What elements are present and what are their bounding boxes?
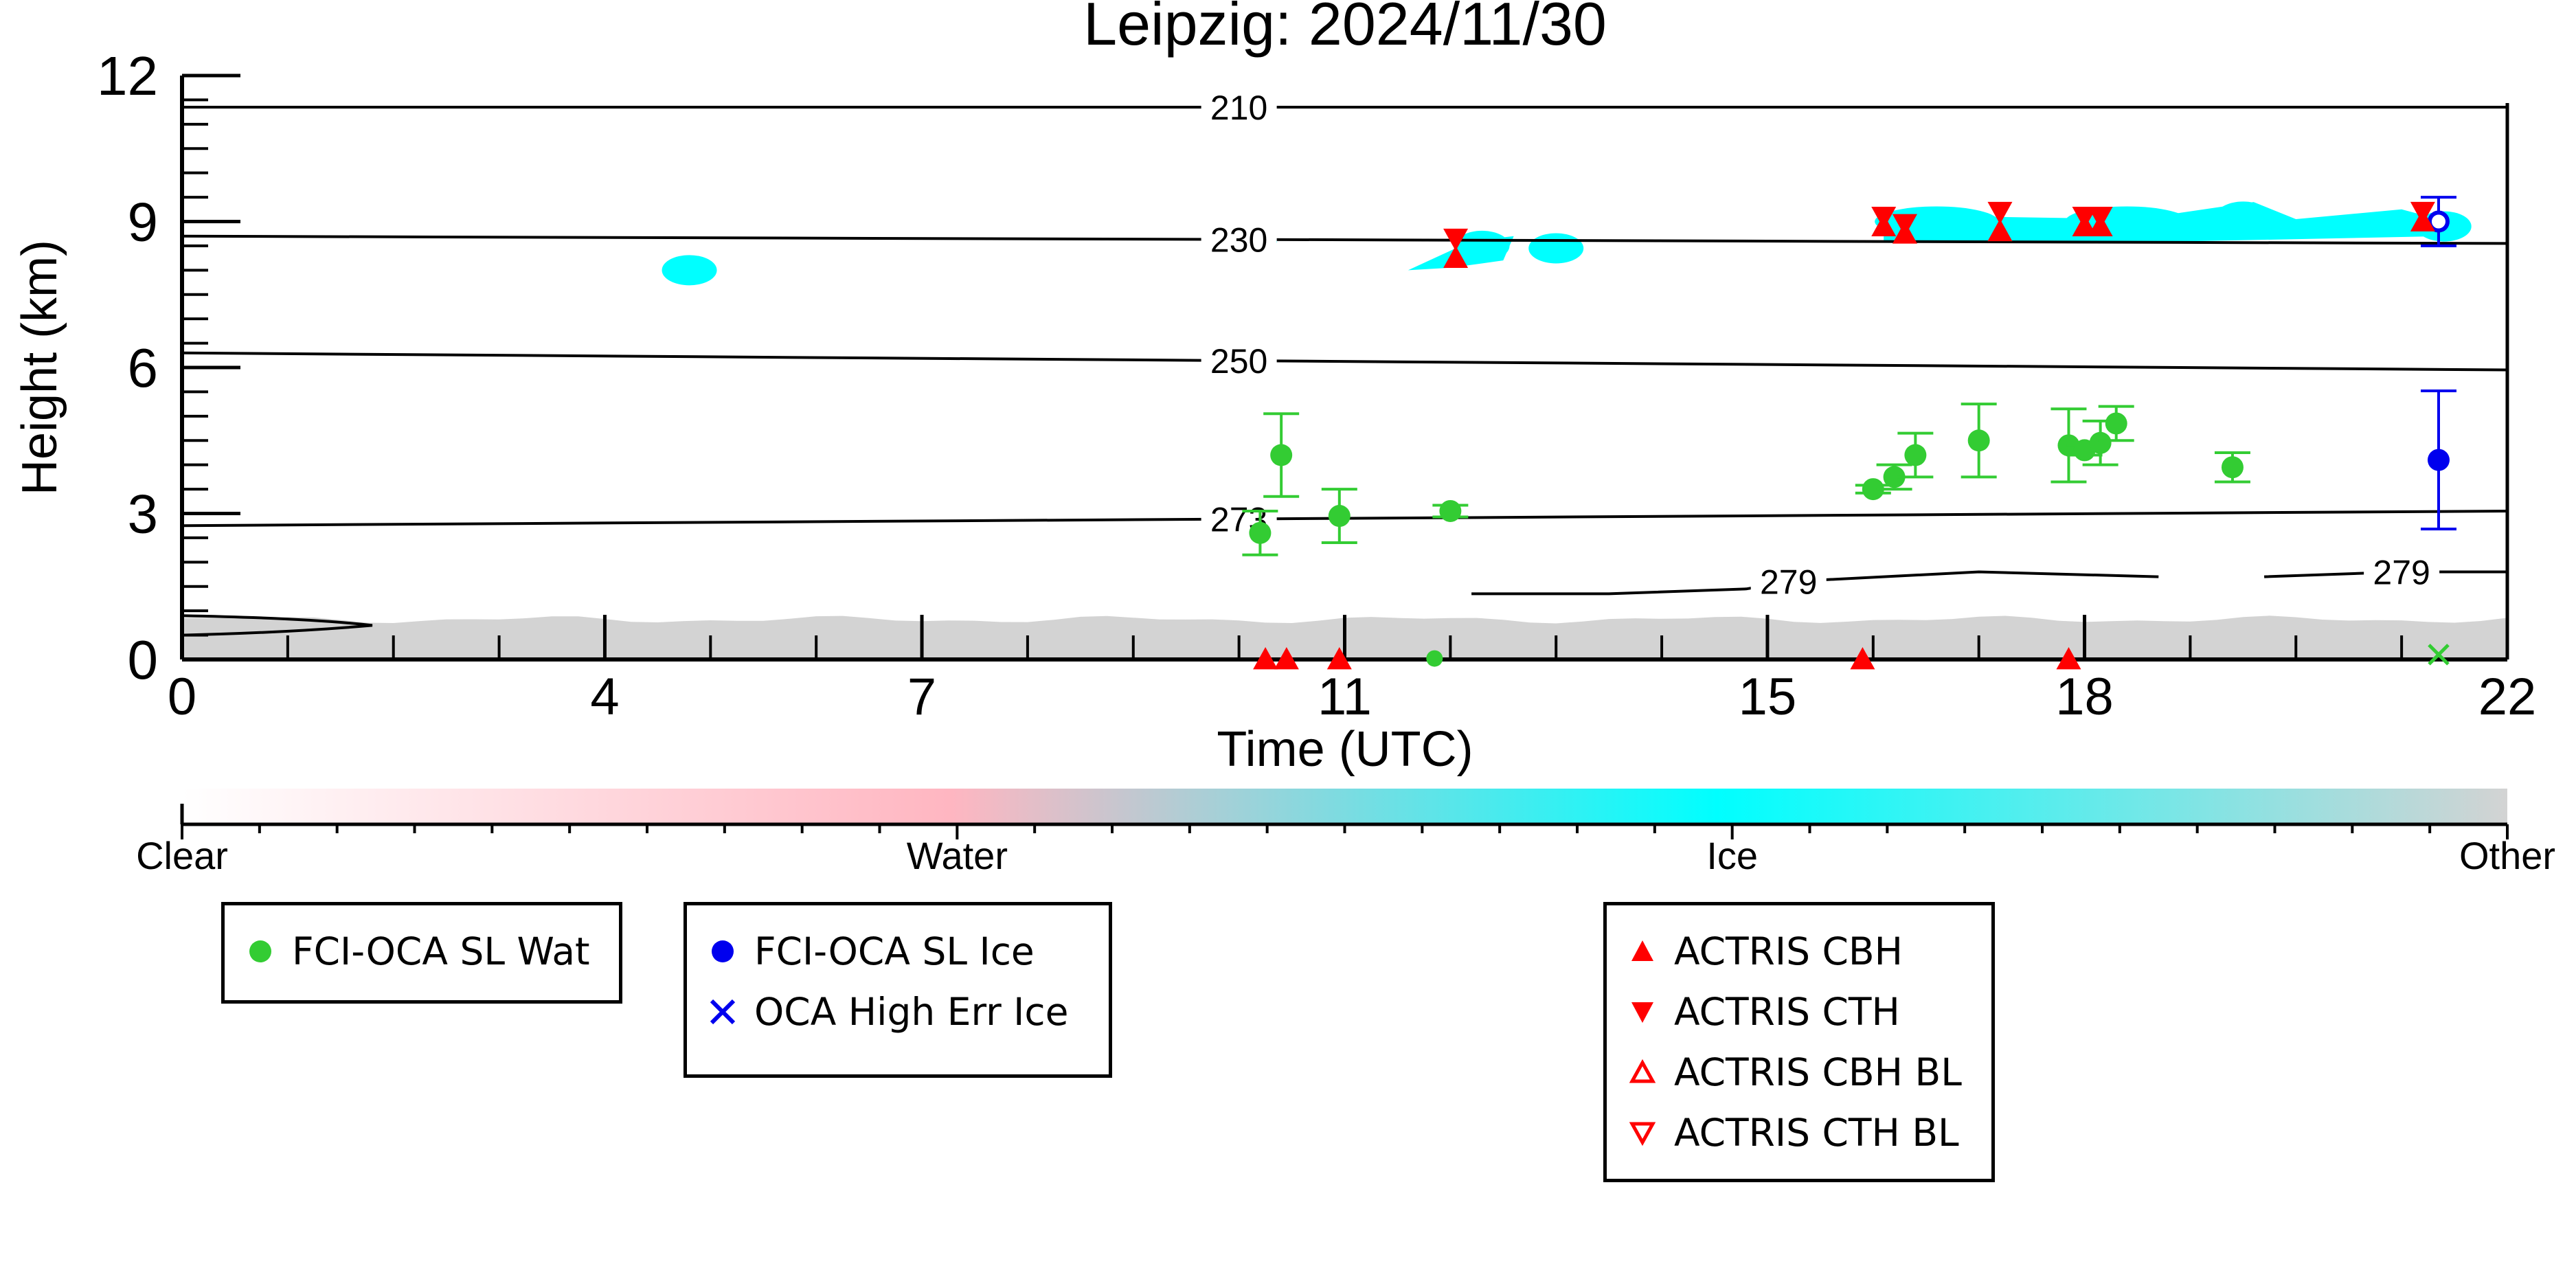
- actris-cth-point: [1987, 201, 2013, 225]
- isotherm-label: 230: [1210, 221, 1267, 260]
- x-tick-label: 11: [1318, 668, 1372, 726]
- isotherm-label: 250: [1210, 342, 1267, 381]
- chart-title: Leipzig: 2024/11/30: [1083, 0, 1607, 58]
- x-axis-label: Time (UTC): [1217, 722, 1473, 777]
- isotherm-label-bg: [2364, 551, 2440, 593]
- colorbar-label: Water: [907, 834, 1008, 877]
- legend-item: OCA High Err Ice: [706, 982, 1089, 1042]
- fci-oca-sl-wat-point: [2089, 431, 2112, 454]
- actris-cbh-point: [1326, 647, 1352, 670]
- cloud-region-ice: [662, 255, 717, 286]
- colorbar-gradient: [182, 789, 2507, 824]
- isotherm-label-bg: [1201, 87, 1277, 128]
- actris-cbh-point: [1987, 218, 2013, 242]
- fci-oca-sl-wat-point: [1967, 429, 1990, 452]
- isotherm-label: 279: [1760, 563, 1817, 602]
- isotherm-label: 279: [2373, 554, 2430, 592]
- isotherm-line: [182, 234, 2507, 245]
- legend-label: ACTRIS CTH: [1674, 990, 1900, 1034]
- green-x-surface-point: [2428, 644, 2450, 666]
- fci-oca-sl-wat-point: [1883, 466, 1906, 488]
- legend-label: FCI-OCA SL Wat: [292, 929, 590, 973]
- blue-x-icon: [710, 999, 736, 1025]
- legend-ice: FCI-OCA SL Ice OCA High Err Ice: [683, 902, 1112, 1078]
- actris-cth-point: [2072, 207, 2097, 229]
- actris-cth-point: [2088, 207, 2113, 229]
- cloud-region-ice-patch: [1408, 236, 1514, 271]
- y-tick-label: 9: [128, 192, 159, 253]
- fci-oca-sl-wat-point: [1862, 478, 1884, 501]
- red-triangle-up-open-icon: [1629, 1059, 1656, 1083]
- legend-label: FCI-OCA SL Ice: [754, 929, 1035, 973]
- fci-oca-sl-wat-point: [1270, 444, 1293, 466]
- fci-oca-sl-wat-point: [1249, 521, 1272, 544]
- legend-label: ACTRIS CBH: [1674, 929, 1903, 973]
- fci-oca-sl-wat-point: [1904, 444, 1927, 466]
- legend-label: ACTRIS CTH BL: [1674, 1111, 1959, 1155]
- fci-oca-sl-wat-point: [1439, 499, 1462, 522]
- y-tick-label: 6: [128, 337, 159, 398]
- legend-item: FCI-OCA SL Ice: [706, 921, 1089, 982]
- actris-cbh-point: [1274, 647, 1299, 670]
- isotherm-label-bg: [1201, 340, 1277, 382]
- y-tick-label: 12: [97, 45, 158, 106]
- x-tick-label: 15: [1739, 668, 1797, 726]
- actris-cth-point: [2410, 201, 2435, 225]
- blue-circle-icon: [712, 940, 734, 962]
- isotherm-label: 210: [1210, 89, 1267, 127]
- fci-oca-sl-wat-point: [1328, 505, 1351, 528]
- actris-cth-point: [1871, 207, 1897, 229]
- colorbar-label: Ice: [1706, 834, 1758, 877]
- isotherm-label-bg: [1750, 561, 1827, 602]
- y-tick-label: 0: [128, 629, 159, 690]
- legend-label: ACTRIS CBH BL: [1674, 1050, 1962, 1094]
- x-tick-label: 0: [168, 668, 196, 726]
- oca-high-err-ice-point: [2427, 210, 2450, 233]
- actris-cth-point: [1443, 228, 1469, 251]
- actris-cth-point: [1892, 214, 1917, 237]
- red-triangle-down-open-icon: [1629, 1122, 1656, 1146]
- legend-label: OCA High Err Ice: [754, 990, 1069, 1034]
- colorbar-label: Other: [2459, 834, 2555, 877]
- colorbar: Clear Water Ice Other: [136, 789, 2555, 877]
- green-circle-icon: [249, 940, 271, 962]
- legend-item: FCI-OCA SL Wat: [244, 921, 600, 982]
- isotherm-label-bg: [1201, 218, 1277, 260]
- legend-item: ACTRIS CTH BL: [1626, 1103, 1972, 1163]
- actris-cbh-point: [1850, 647, 1875, 670]
- cloud-region-ice-band: [1884, 202, 2465, 244]
- y-tick-label: 3: [128, 484, 159, 545]
- legend-item: ACTRIS CTH: [1626, 982, 1972, 1042]
- colorbar-label: Clear: [136, 834, 228, 877]
- fci-oca-sl-wat-point: [2105, 412, 2127, 435]
- x-tick-label: 18: [2055, 668, 2114, 726]
- legend-item: ACTRIS CBH: [1626, 921, 1972, 982]
- actris-cbh-point: [1253, 647, 1278, 670]
- legend-actris: ACTRIS CBH ACTRIS CTH ACTRIS CBH BL ACTR…: [1603, 902, 1995, 1182]
- red-triangle-down-icon: [1631, 1002, 1653, 1023]
- fci-oca-sl-wat-surface-point: [1426, 650, 1443, 667]
- x-tick-label: 4: [590, 668, 619, 726]
- fci-oca-sl-ice-point: [2427, 449, 2450, 471]
- x-tick-label: 22: [2478, 668, 2537, 726]
- x-tick-label: 7: [907, 668, 936, 726]
- legend-item: ACTRIS CBH BL: [1626, 1042, 1972, 1103]
- red-triangle-up-icon: [1631, 940, 1653, 961]
- fci-oca-sl-wat-point: [2221, 456, 2244, 479]
- cloud-region-ice: [1528, 233, 1584, 264]
- legend-water: FCI-OCA SL Wat: [221, 902, 622, 1004]
- actris-cbh-point: [2056, 647, 2081, 670]
- y-axis-label: Height (km): [12, 240, 67, 495]
- isotherm-line: [182, 351, 2507, 372]
- actris-cbh-point: [1443, 245, 1469, 269]
- isotherm-lobe: [182, 614, 373, 637]
